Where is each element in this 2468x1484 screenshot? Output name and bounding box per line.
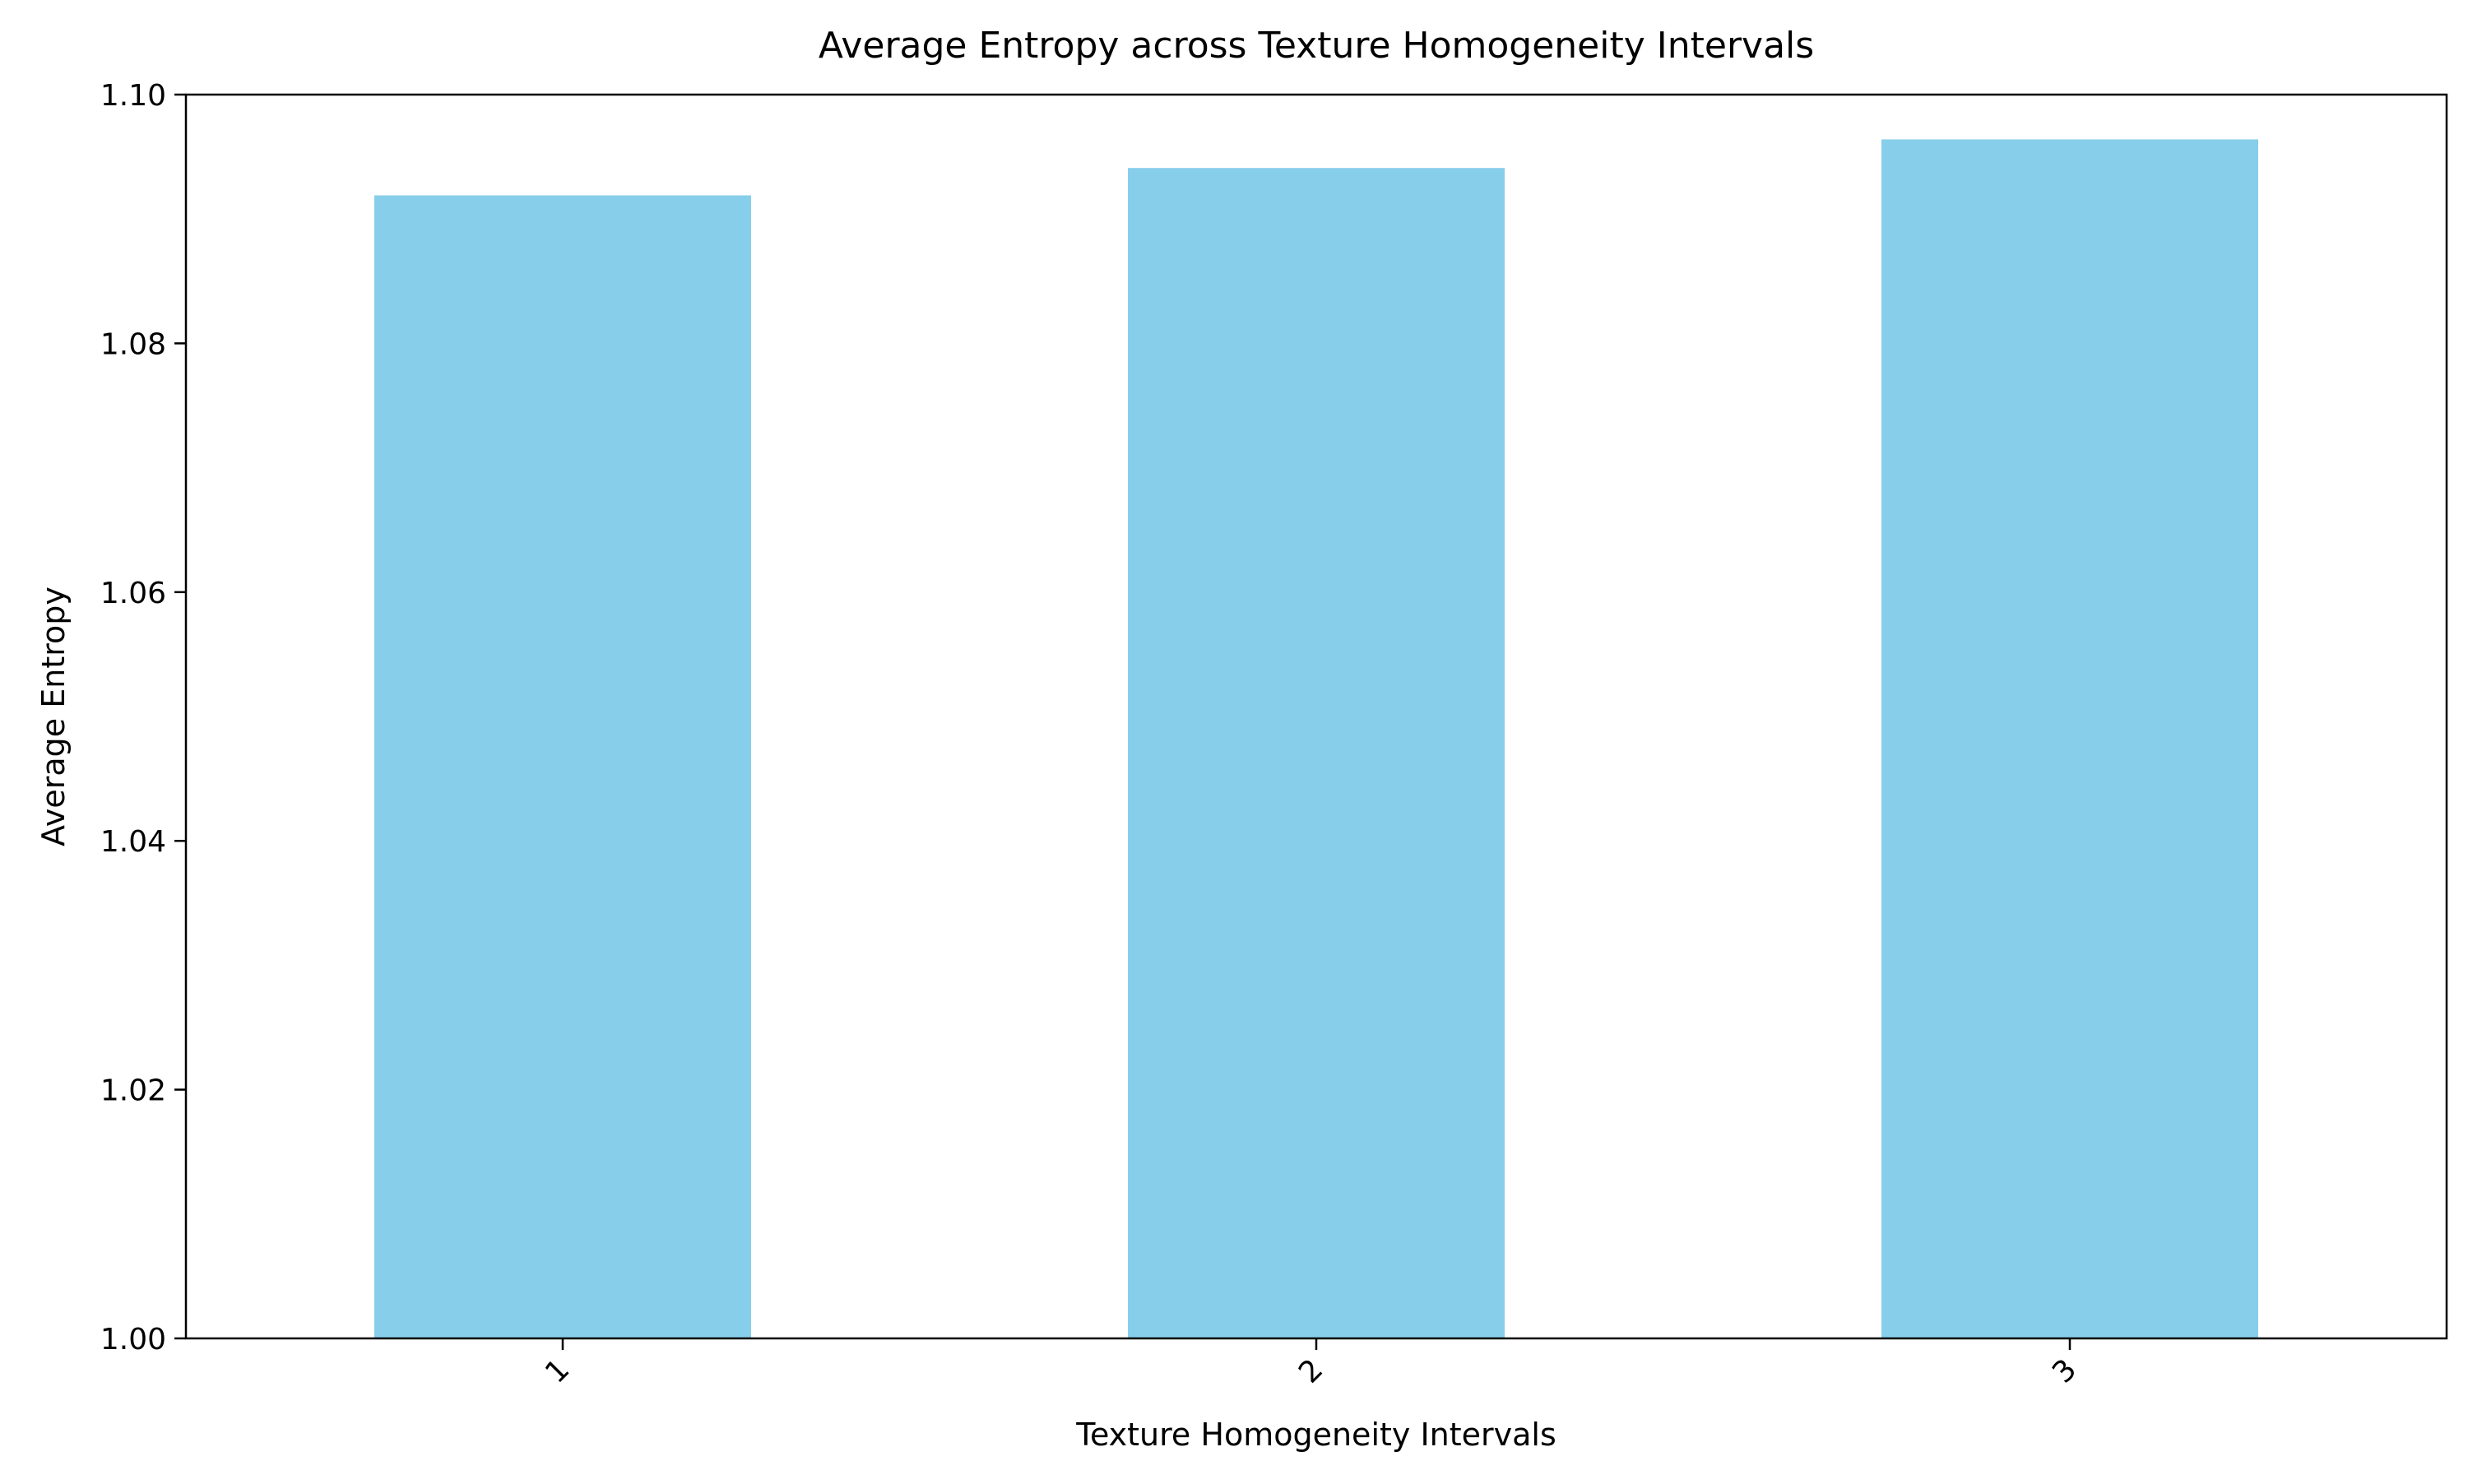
chart-title: Average Entropy across Texture Homogenei… xyxy=(819,25,1814,67)
y-tick-label: 1.10 xyxy=(100,79,166,113)
y-tick-label: 1.08 xyxy=(100,327,166,361)
bars-layer xyxy=(374,139,2258,1338)
bar-3 xyxy=(1881,139,2258,1338)
y-axis-label: Average Entropy xyxy=(35,587,72,846)
bar-2 xyxy=(1128,168,1505,1338)
y-tick-label: 1.04 xyxy=(100,825,166,859)
plot-frame xyxy=(184,93,2448,1340)
x-axis-label: Texture Homogeneity Intervals xyxy=(1075,1417,1556,1453)
y-axis: 1.00 1.02 1.04 1.06 1.08 1.10 xyxy=(100,79,186,1356)
y-tick-label: 1.00 xyxy=(100,1323,166,1356)
bar-1 xyxy=(374,195,751,1338)
y-tick-label: 1.02 xyxy=(100,1074,166,1108)
y-tick-label: 1.06 xyxy=(100,577,166,610)
